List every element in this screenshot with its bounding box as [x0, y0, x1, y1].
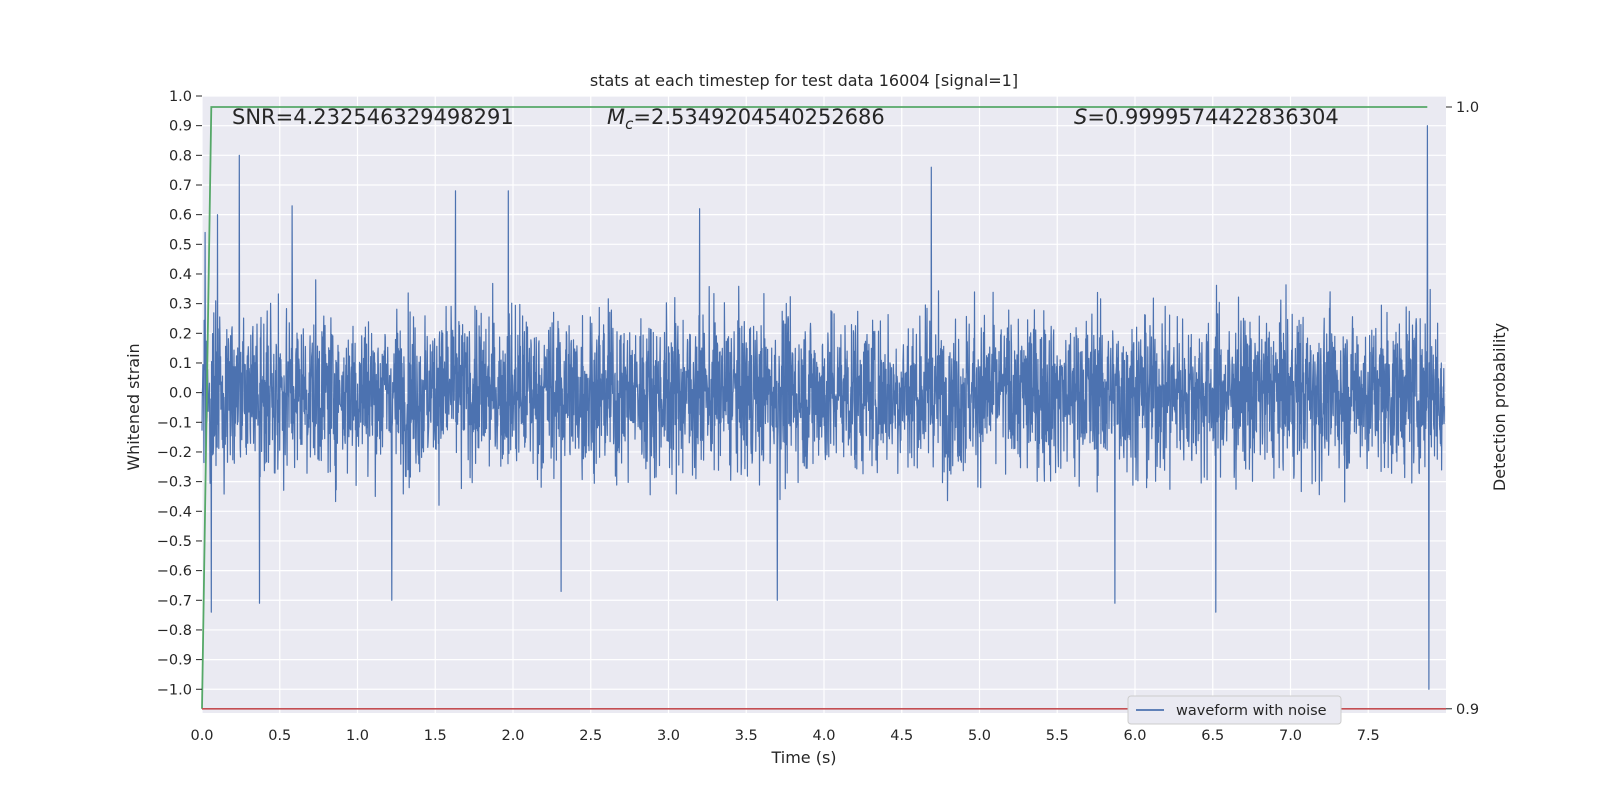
x-tick-label: 0.0 [190, 728, 213, 744]
waveform-line [201, 125, 1445, 690]
x-tick-label: 3.0 [657, 728, 680, 744]
chirp-mass-subscript: c [625, 115, 634, 133]
chirp-mass-symbol: M [607, 105, 625, 129]
y-tick-label: −0.6 [157, 564, 192, 580]
x-tick-label: 4.5 [890, 728, 913, 744]
y-tick-label: 0.9 [169, 119, 192, 135]
x-tick-label: 3.5 [735, 728, 758, 744]
x-tick-label: 1.0 [346, 728, 369, 744]
score-value: =0.9999574422836304 [1087, 105, 1338, 129]
y-tick-label: 0.3 [169, 297, 192, 313]
chirp-mass-annotation: Mc=2.5349204540252686 [607, 105, 885, 133]
y-tick-label: −0.9 [157, 653, 192, 669]
x-tick-label: 2.5 [579, 728, 602, 744]
y-tick-label: −0.7 [157, 593, 192, 609]
y-tick-label: 0.8 [169, 148, 192, 164]
score-symbol: S [1074, 105, 1087, 129]
x-tick-label: 5.0 [968, 728, 991, 744]
score-annotation: S=0.9999574422836304 [1074, 105, 1339, 129]
x-tick-label: 5.5 [1046, 728, 1069, 744]
y2-tick-label: 0.9 [1456, 702, 1479, 718]
y-tick-label: −0.8 [157, 623, 192, 639]
detection-probability-line [201, 106, 1428, 709]
legend: waveform with noise [1127, 695, 1342, 725]
x-axis-label: Time (s) [770, 748, 836, 767]
y-tick-label: −1.0 [157, 682, 192, 698]
y-tick-label: −0.1 [157, 415, 192, 431]
y2-tick-label: 1.0 [1456, 100, 1479, 116]
y-tick-label: −0.2 [157, 445, 192, 461]
y-tick-label: −0.3 [157, 475, 192, 491]
legend-label-waveform: waveform with noise [1176, 703, 1327, 719]
y-tick-label: 0.1 [169, 356, 192, 372]
y2-axis-label: Detection probability [1490, 323, 1509, 491]
y-axis-label: Whitened strain [124, 343, 143, 470]
x-tick-label: 2.0 [501, 728, 524, 744]
x-tick-label: 7.0 [1279, 728, 1302, 744]
y-tick-label: −0.4 [157, 504, 192, 520]
y-tick-label: 0.7 [169, 178, 192, 194]
x-tick-label: 6.5 [1201, 728, 1224, 744]
y-tick-label: 0.5 [169, 237, 192, 253]
y-tick-label: 0.6 [169, 208, 192, 224]
x-tick-label: 6.0 [1123, 728, 1146, 744]
chirp-mass-value: =2.5349204540252686 [633, 105, 884, 129]
y-tick-label: −0.5 [157, 534, 192, 550]
y-tick-label: 0.4 [169, 267, 192, 283]
x-tick-label: 0.5 [268, 728, 291, 744]
x-tick-label: 7.5 [1357, 728, 1380, 744]
x-tick-label: 4.0 [812, 728, 835, 744]
y-tick-label: 0.0 [169, 386, 192, 402]
y-tick-label: 0.2 [169, 326, 192, 342]
chart-title: stats at each timestep for test data 160… [590, 71, 1018, 90]
y-tick-label: 1.0 [169, 89, 192, 105]
snr-annotation: SNR=4.232546329498291 [232, 105, 514, 129]
x-tick-label: 1.5 [424, 728, 447, 744]
legend-box [1127, 695, 1342, 725]
